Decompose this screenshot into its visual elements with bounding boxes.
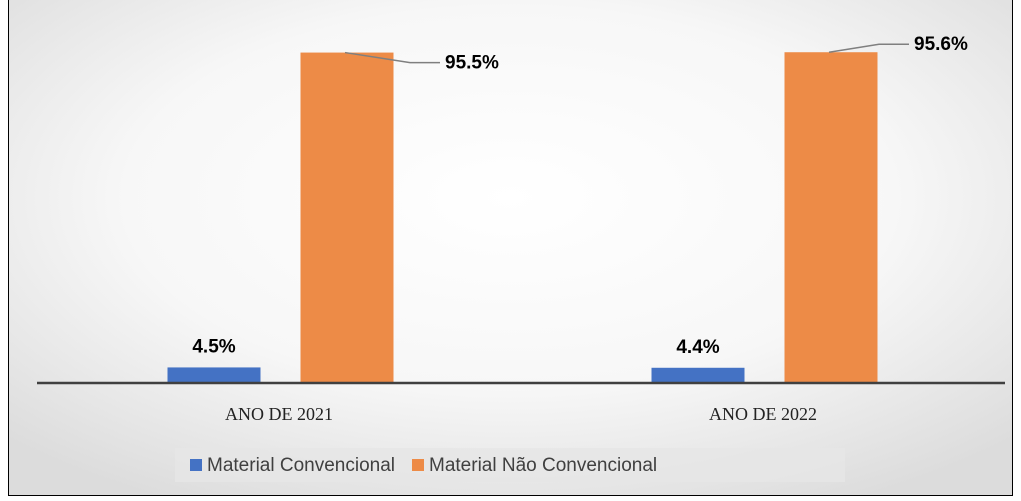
- x-tick-label: ANO DE 2022: [709, 404, 817, 424]
- bar: [167, 367, 261, 383]
- leader-line: [828, 43, 909, 53]
- bar: [651, 367, 745, 383]
- legend-swatch: [190, 459, 202, 471]
- bar: [784, 52, 878, 383]
- data-label: 4.5%: [192, 336, 235, 357]
- leader-line: [344, 51, 440, 64]
- data-label: 95.6%: [914, 34, 968, 55]
- legend-label: Material Não Convencional: [429, 455, 657, 476]
- legend-label: Material Convencional: [207, 455, 395, 476]
- data-label: 95.5%: [445, 53, 499, 74]
- x-tick-label: ANO DE 2021: [225, 404, 333, 424]
- data-label: 4.4%: [676, 337, 719, 358]
- bar: [300, 52, 394, 383]
- legend-swatch: [412, 459, 424, 471]
- legend-box: [175, 448, 845, 482]
